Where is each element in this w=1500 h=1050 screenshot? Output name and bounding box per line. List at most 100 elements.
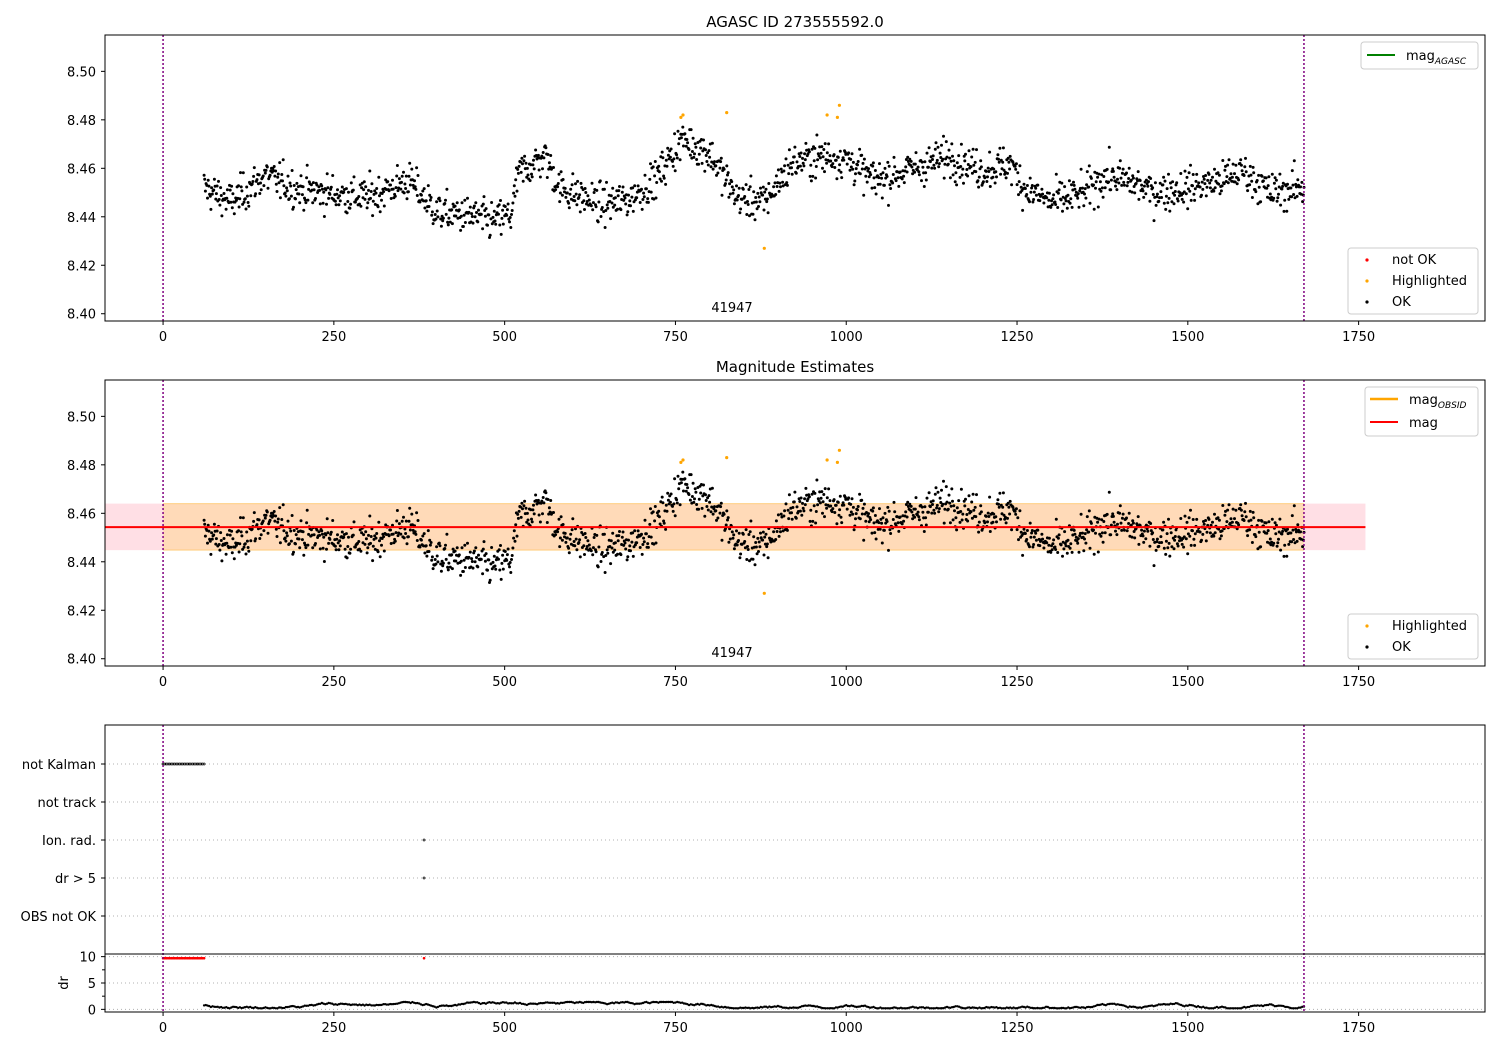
panel1-ok-point (745, 213, 749, 216)
panel2-ok-point (702, 483, 705, 487)
panel1-ok-point (1129, 178, 1133, 182)
panel2-xtick-label: 1500 (1171, 675, 1204, 690)
panel2-ok-point (931, 503, 934, 506)
dr-point (814, 1005, 817, 1008)
panel1-ok-point (570, 183, 574, 187)
panel2-ok-point (237, 529, 240, 533)
panel2-highlighted-point (725, 456, 729, 460)
panel1-ok-point (237, 184, 240, 188)
panel2-ok-point (321, 546, 325, 550)
panel2-ok-point (840, 521, 844, 525)
panel1-ok-point (625, 213, 629, 217)
panel1-ok-point (786, 163, 790, 167)
panel2-ok-point (491, 560, 495, 564)
panel2-ok-point (232, 557, 236, 561)
panel1-ok-point (726, 171, 730, 175)
panel2-ok-point (987, 515, 991, 518)
dr-point (1297, 1006, 1301, 1009)
panel1-ok-point (578, 193, 582, 197)
panel1-ok-point (1109, 178, 1113, 182)
panel1-ok-point (501, 222, 505, 226)
panel2-ok-point (360, 531, 364, 535)
panel1-ok-point (1188, 189, 1192, 193)
dr-point (886, 1007, 889, 1010)
panel1-ok-point (1155, 192, 1159, 196)
panel1-ok-point (874, 192, 878, 196)
dr-point (734, 1007, 737, 1010)
panel2-ok-point (642, 540, 646, 544)
panel1-ok-point (1235, 182, 1239, 186)
panel2-ok-point (203, 534, 207, 538)
panel2-ok-point (714, 509, 718, 513)
panel2-ok-point (363, 542, 367, 546)
panel1-ok-point (1217, 173, 1221, 177)
panel2-ok-point (735, 543, 739, 547)
panel2-ok-point (228, 533, 232, 537)
panel2-ok-point (1291, 528, 1295, 532)
panel1-ok-point (540, 154, 544, 158)
panel2-ok-point (887, 548, 890, 552)
panel2-ok-point (322, 560, 326, 563)
panel1-ok-point (706, 151, 710, 155)
panel1-ok-point (996, 153, 1000, 157)
panel1-ok-point (321, 201, 325, 205)
panel1-ok-point (651, 165, 655, 169)
panel2-ok-point (621, 530, 625, 534)
panel2-ok-point (399, 532, 403, 536)
dr-point (1051, 1006, 1055, 1010)
panel1-ok-point (726, 173, 729, 177)
panel1-ok-point (798, 155, 802, 158)
panel2-ok-point (782, 514, 786, 518)
panel1-ok-point (1001, 160, 1005, 164)
panel1-ok-point (689, 128, 693, 132)
panel1-ok-point (305, 163, 309, 167)
panel2-ok-point (1173, 535, 1177, 538)
panel2-ok-point (799, 496, 803, 500)
panel2-ok-point (845, 507, 849, 511)
panel2-ok-point (934, 486, 938, 490)
panel1-ok-point (840, 176, 844, 180)
panel1-ok-point (1006, 156, 1010, 160)
panel1-ok-point (628, 199, 632, 203)
panel2-ok-point (664, 503, 668, 507)
panel1-ok-point (751, 212, 755, 216)
panel1-ok-point (892, 155, 896, 159)
dr-point (739, 1006, 742, 1009)
panel2-ok-point (292, 550, 295, 554)
panel1-ok-point (444, 212, 448, 216)
panel2-ok-point (937, 510, 941, 514)
panel2-ok-point (348, 551, 352, 555)
panel1-ok-point (325, 172, 329, 176)
panel2-ok-point (669, 492, 673, 496)
panel2-ok-point (402, 536, 406, 540)
panel2-ok-point (476, 565, 480, 569)
panel1-ok-point (1134, 182, 1138, 185)
panel1-ok-point (649, 162, 652, 166)
panel1-ok-point (457, 208, 461, 212)
panel1-ok-point (665, 164, 669, 168)
panel1-ok-point (1254, 190, 1258, 194)
panel2-ok-point (700, 506, 704, 510)
panel1-ok-point (922, 185, 926, 188)
dr-point (896, 1007, 899, 1010)
panel1-ok-point (299, 174, 303, 178)
panel2-ok-point (941, 502, 945, 506)
panel2-ok-point (1051, 542, 1055, 546)
panel2-ok-point (883, 511, 887, 515)
panel1-ok-point (1084, 196, 1088, 200)
panel2-ok-point (257, 518, 261, 522)
panel1-ok-point (987, 170, 991, 173)
panel2-ok-point (679, 481, 683, 485)
panel1-ok-point (1201, 187, 1205, 191)
dr-point (822, 1007, 826, 1010)
dr-point (587, 1000, 590, 1004)
panel2-ok-point (474, 546, 478, 550)
panel2-ok-point (1022, 527, 1026, 531)
panel1-ok-point (526, 173, 530, 177)
panel2-ok-point (364, 530, 368, 534)
panel2-ok-point (418, 545, 422, 549)
panel1-ok-point (1182, 200, 1186, 204)
panel1-obsid-label: 41947 (711, 301, 752, 316)
panel2-ok-point (872, 521, 876, 525)
panel2-ok-point (761, 530, 765, 534)
